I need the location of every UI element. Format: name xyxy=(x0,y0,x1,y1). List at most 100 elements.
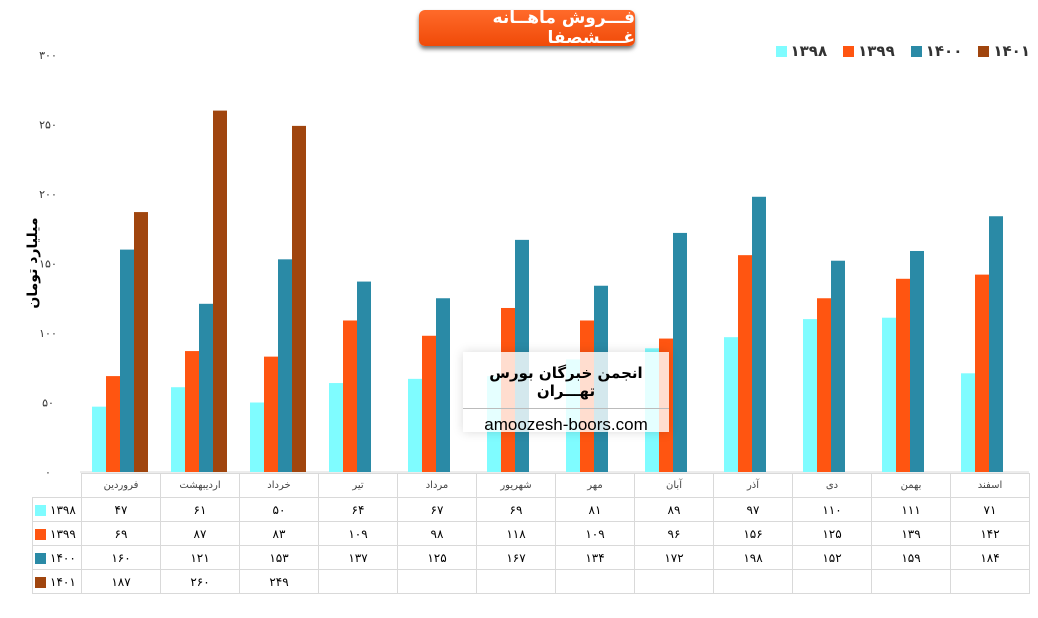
y-tick-label: ۵۰ xyxy=(42,397,54,410)
bar-۱۳۹۸-دی xyxy=(803,319,817,472)
table-row: ۱۴۰۰ ۱۶۰ ۱۲۱ ۱۵۳ ۱۳۷ ۱۲۵ ۱۶۷ ۱۳۴ ۱۷۲ ۱۹۸ ۱۵۲ ۱۵۹ ۱۸۴ xyxy=(32,545,1030,570)
bar-۱۳۹۸-خرداد xyxy=(250,402,264,472)
table-cell: ۸۷ xyxy=(160,521,240,546)
bar-۱۳۹۸-تیر xyxy=(329,383,343,472)
bar-۱۴۰۰-بهمن xyxy=(910,250,924,472)
table-cell: ۶۹ xyxy=(81,521,161,546)
table-cell: ۸۳ xyxy=(239,521,319,546)
y-tick-label: ۰ xyxy=(45,466,51,479)
table-cell: ۱۰۹ xyxy=(318,521,398,546)
table-cell: ۱۵۲ xyxy=(792,545,872,570)
series-name: ۱۴۰۱ xyxy=(50,574,76,589)
bar-۱۴۰۰-اسفند xyxy=(989,216,1003,472)
y-tick-label: ۱۵۰ xyxy=(39,258,57,271)
data-table: فروردین اردیبهشت خرداد تیر مرداد شهریور مهر آبا… xyxy=(32,473,1030,594)
y-tick-label: ۳۰۰ xyxy=(39,49,57,62)
series-name: ۱۳۹۸ xyxy=(50,502,76,517)
watermark: انجمن خبرگان بورس تهـــران amoozesh-boor… xyxy=(463,352,669,434)
bar-۱۴۰۰-خرداد xyxy=(278,259,292,472)
table-cell: ۸۱ xyxy=(555,497,635,522)
bar-۱۴۰۰-آبان xyxy=(673,232,687,472)
table-cell: ۱۰۹ xyxy=(555,521,635,546)
table-row: ۱۳۹۸ ۴۷ ۶۱ ۵۰ ۶۴ ۶۷ ۶۹ ۸۱ ۸۹ ۹۷ ۱۱۰ ۱۱۱ ۷۱ xyxy=(32,497,1030,522)
table-month-header: اردیبهشت xyxy=(160,473,240,498)
y-tick-label: ۲۵۰ xyxy=(39,119,57,132)
table-cell: ۲۴۹ xyxy=(239,569,319,594)
table-cell xyxy=(397,569,477,594)
bar-۱۳۹۹-مرداد xyxy=(422,335,436,472)
table-cell: ۵۰ xyxy=(239,497,319,522)
legend-item: ۱۳۹۸ xyxy=(775,42,827,60)
table-month-header: شهریور xyxy=(476,473,556,498)
table-cell xyxy=(476,569,556,594)
legend-swatch xyxy=(35,528,46,540)
table-series-label: ۱۴۰۱ xyxy=(32,569,82,594)
table-cell: ۱۳۴ xyxy=(555,545,635,570)
legend: ۱۴۰۱ ۱۴۰۰ ۱۳۹۹ ۱۳۹۸ xyxy=(775,42,1030,60)
bar-۱۴۰۱-فروردین xyxy=(134,212,148,472)
bar-۱۴۰۱-خرداد xyxy=(292,125,306,472)
series-name: ۱۴۰۰ xyxy=(50,550,76,565)
legend-item: ۱۴۰۱ xyxy=(978,42,1030,60)
table-cell: ۱۲۵ xyxy=(397,545,477,570)
chart-title: فـــروش ماهــانه غــــشصفا xyxy=(419,8,635,48)
table-cell: ۲۶۰ xyxy=(160,569,240,594)
table-month-header: خرداد xyxy=(239,473,319,498)
table-cell: ۱۲۵ xyxy=(792,521,872,546)
table-cell: ۱۴۲ xyxy=(950,521,1030,546)
table-cell: ۱۸۴ xyxy=(950,545,1030,570)
table-cell: ۱۱۸ xyxy=(476,521,556,546)
table-cell: ۸۹ xyxy=(634,497,714,522)
table-cell: ۶۹ xyxy=(476,497,556,522)
table-series-label: ۱۳۹۹ xyxy=(32,521,82,546)
bar-۱۴۰۰-مرداد xyxy=(436,298,450,472)
table-cell xyxy=(792,569,872,594)
table-cell: ۱۷۲ xyxy=(634,545,714,570)
table-cell xyxy=(634,569,714,594)
y-tick-label: ۱۰۰ xyxy=(39,327,57,340)
table-cell: ۱۵۳ xyxy=(239,545,319,570)
legend-label: ۱۴۰۱ xyxy=(993,42,1030,60)
legend-swatch xyxy=(775,45,787,57)
table-cell xyxy=(318,569,398,594)
legend-swatch xyxy=(35,576,46,588)
bar-۱۳۹۸-آذر xyxy=(724,337,738,472)
table-cell: ۱۹۸ xyxy=(713,545,793,570)
table-month-header: آبان xyxy=(634,473,714,498)
table-row: ۱۳۹۹ ۶۹ ۸۷ ۸۳ ۱۰۹ ۹۸ ۱۱۸ ۱۰۹ ۹۶ ۱۵۶ ۱۲۵ ۱۳۹ ۱۴۲ xyxy=(32,521,1030,546)
table-month-header: بهمن xyxy=(871,473,951,498)
table-month-header: دی xyxy=(792,473,872,498)
table-month-header: آذر xyxy=(713,473,793,498)
legend-swatch xyxy=(843,45,855,57)
y-tick-label: ۲۰۰ xyxy=(39,188,57,201)
bar-۱۳۹۹-فروردین xyxy=(106,376,120,472)
table-corner xyxy=(32,473,82,498)
bar-۱۳۹۹-اردیبهشت xyxy=(185,351,199,472)
bar-۱۳۹۹-بهمن xyxy=(896,278,910,472)
bar-۱۳۹۹-اسفند xyxy=(975,274,989,472)
table-cell: ۱۲۱ xyxy=(160,545,240,570)
bar-۱۴۰۰-فروردین xyxy=(120,249,134,472)
bar-۱۳۹۸-فروردین xyxy=(92,406,106,472)
table-cell: ۹۸ xyxy=(397,521,477,546)
bar-۱۳۹۸-بهمن xyxy=(882,317,896,472)
bar-۱۴۰۰-آذر xyxy=(752,196,766,472)
table-cell: ۱۳۹ xyxy=(871,521,951,546)
table-cell: ۱۶۷ xyxy=(476,545,556,570)
table-cell: ۱۳۷ xyxy=(318,545,398,570)
table-series-label: ۱۴۰۰ xyxy=(32,545,82,570)
legend-label: ۱۳۹۹ xyxy=(858,42,895,60)
table-cell: ۱۵۹ xyxy=(871,545,951,570)
bar-۱۳۹۸-اردیبهشت xyxy=(171,387,185,472)
legend-swatch xyxy=(910,45,922,57)
bar-۱۳۹۸-اسفند xyxy=(961,373,975,472)
bar-۱۳۹۹-دی xyxy=(817,298,831,472)
bar-۱۳۹۹-آذر xyxy=(738,255,752,472)
table-cell: ۶۷ xyxy=(397,497,477,522)
legend-item: ۱۳۹۹ xyxy=(843,42,895,60)
table-cell: ۱۵۶ xyxy=(713,521,793,546)
legend-label: ۱۴۰۰ xyxy=(925,42,963,60)
table-cell xyxy=(871,569,951,594)
table-month-header: مرداد xyxy=(397,473,477,498)
table-cell xyxy=(555,569,635,594)
